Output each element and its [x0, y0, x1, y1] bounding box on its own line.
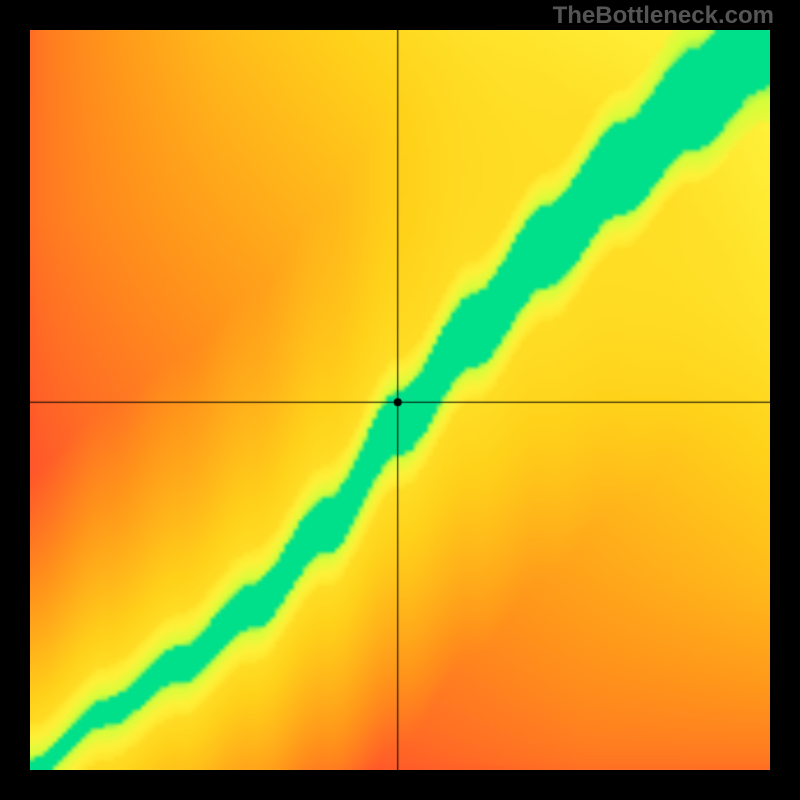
bottleneck-heatmap — [30, 30, 770, 770]
watermark-text: TheBottleneck.com — [553, 2, 774, 30]
chart-container: TheBottleneck.com — [0, 0, 800, 800]
